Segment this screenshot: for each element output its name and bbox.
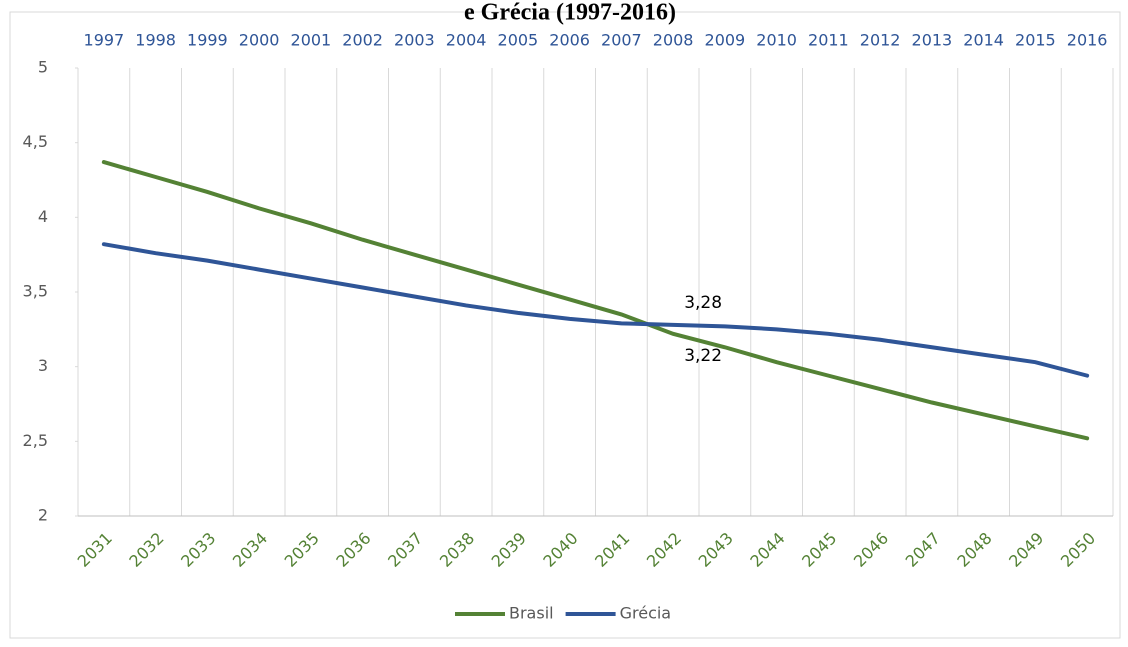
chart-border (9, 11, 1121, 639)
x-tick-label: 2031 (74, 529, 116, 571)
y-tick-label: 4 (38, 207, 48, 226)
x2-tick-label: 2013 (912, 31, 953, 50)
x2-tick-label: 2016 (1067, 31, 1108, 50)
x-tick-label: 2040 (539, 529, 581, 571)
x-tick-label: 2045 (798, 529, 840, 571)
x-tick-label: 2038 (436, 529, 478, 571)
x-tick-label: 2046 (850, 529, 892, 571)
x-tick-label: 2032 (125, 529, 167, 571)
x2-tick-label: 1999 (187, 31, 228, 50)
legend-label: Grécia (620, 604, 672, 623)
x-tick-label: 2037 (384, 529, 426, 571)
x-tick-label: 2035 (281, 529, 323, 571)
x-tick-label: 2048 (953, 529, 995, 571)
x-tick-label: 2049 (1005, 529, 1047, 571)
x2-tick-label: 2009 (705, 31, 746, 50)
x2-tick-label: 2010 (756, 31, 797, 50)
x-tick-label: 2036 (332, 529, 374, 571)
x-tick-label: 2042 (643, 529, 685, 571)
legend-label: Brasil (509, 604, 554, 623)
x2-tick-label: 2004 (446, 31, 487, 50)
x-tick-label: 2050 (1057, 529, 1099, 571)
x2-tick-label: 1998 (135, 31, 176, 50)
x2-tick-label: 2001 (291, 31, 332, 50)
x2-tick-label: 1997 (84, 31, 125, 50)
chart-title: e Grécia (1997-2016) (464, 0, 676, 26)
y-tick-label: 2,5 (23, 431, 48, 450)
x2-tick-label: 2000 (239, 31, 280, 50)
x2-tick-label: 2012 (860, 31, 901, 50)
y-tick-label: 5 (38, 58, 48, 77)
y-tick-label: 4,5 (23, 132, 48, 151)
x2-tick-label: 2014 (963, 31, 1004, 50)
x-tick-label: 2033 (177, 529, 219, 571)
x2-tick-label: 2003 (394, 31, 435, 50)
x2-tick-label: 2011 (808, 31, 849, 50)
y-tick-label: 3,5 (23, 282, 48, 301)
x-tick-label: 2043 (695, 529, 737, 571)
y-tick-label: 2 (38, 506, 48, 525)
x2-tick-label: 2002 (342, 31, 383, 50)
x-tick-label: 2047 (902, 529, 944, 571)
data-label: 3,28 (684, 293, 722, 313)
x2-tick-label: 2006 (549, 31, 590, 50)
y-tick-label: 3 (38, 356, 48, 375)
x2-tick-label: 2015 (1015, 31, 1056, 50)
x2-tick-label: 2007 (601, 31, 642, 50)
x-tick-label: 2044 (746, 529, 788, 571)
x2-tick-label: 2008 (653, 31, 694, 50)
x2-tick-label: 2005 (498, 31, 539, 50)
series-line (101, 242, 1090, 378)
x-tick-label: 2039 (488, 529, 530, 571)
x-tick-label: 2041 (591, 529, 633, 571)
x-tick-label: 2034 (229, 529, 271, 571)
data-label: 3,22 (684, 346, 722, 366)
series-line (101, 160, 1090, 441)
